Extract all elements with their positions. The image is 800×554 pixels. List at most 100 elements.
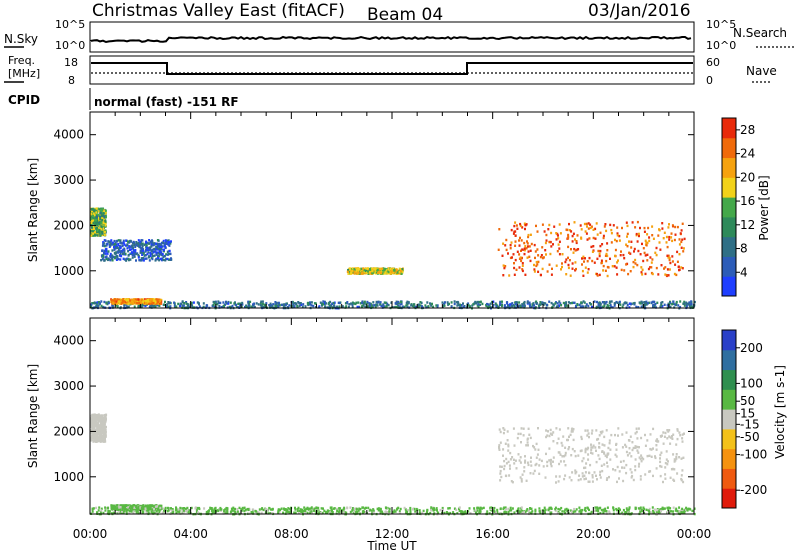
- echo-cell-0: [418, 509, 421, 512]
- echo-cell-0: [639, 302, 642, 305]
- echo-cell-5: [583, 222, 586, 226]
- echo-cell-3: [137, 239, 140, 242]
- echo-cell-0: [685, 301, 688, 304]
- echo-cell-5: [650, 261, 653, 264]
- echo-cell-3: [578, 474, 581, 477]
- echo-cell-5: [661, 227, 664, 230]
- echo-cell-0: [271, 507, 274, 511]
- echo-cell-5: [502, 264, 505, 267]
- echo-cell-0: [637, 507, 640, 510]
- echo-cell-5: [621, 226, 623, 230]
- echo-cell-5: [675, 273, 678, 277]
- echo-cell-0: [594, 506, 597, 509]
- echo-cell-0: [138, 306, 141, 309]
- echo-cell-2: [90, 417, 93, 421]
- echo-cell-3: [639, 457, 642, 461]
- echo-cell-3: [149, 254, 152, 258]
- echo-cell-3: [571, 430, 574, 433]
- echo-cell-0: [433, 512, 436, 515]
- echo-cell-0: [376, 304, 379, 307]
- echo-cell-2: [103, 418, 106, 422]
- echo-cell-0: [593, 300, 596, 303]
- echo-cell-5: [626, 245, 629, 248]
- echo-cell-5: [647, 226, 650, 230]
- echo-cell-3: [108, 245, 111, 248]
- echo-cell-5: [516, 227, 519, 230]
- echo-cell-5: [548, 223, 551, 227]
- date-label: 03/Jan/2016: [588, 1, 691, 21]
- echo-cell-0: [363, 302, 366, 305]
- echo-cell-5: [512, 232, 515, 235]
- echo-cell-0: [255, 302, 258, 305]
- echo-cell-0: [240, 509, 243, 512]
- echo-cell-1: [123, 298, 126, 301]
- echo-cell-0: [225, 302, 228, 305]
- echo-cell-0: [392, 510, 395, 513]
- echo-cell-0: [163, 510, 165, 513]
- echo-cell-5: [625, 263, 628, 266]
- echo-cell-0: [303, 508, 306, 512]
- echo-cell-0: [585, 303, 588, 306]
- echo-cell-5: [605, 252, 608, 256]
- echo-cell-3: [151, 257, 154, 261]
- echo-cell-2: [104, 214, 107, 217]
- echo-cell-0: [614, 302, 616, 305]
- echo-cell-5: [524, 245, 527, 248]
- power-x-axis: [89, 112, 695, 308]
- echo-cell-0: [670, 510, 672, 513]
- echo-cell-3: [164, 245, 167, 248]
- velocity-echo-cells: [90, 413, 696, 516]
- echo-cell-0: [565, 301, 568, 304]
- echo-cell-5: [599, 231, 602, 234]
- echo-cell-2: [102, 226, 105, 230]
- echo-cell-5: [571, 267, 574, 270]
- echo-cell-5: [646, 241, 649, 245]
- echo-cell-5: [523, 222, 526, 225]
- echo-cell-3: [118, 250, 121, 253]
- echo-cell-5: [544, 249, 547, 252]
- echo-cell-0: [419, 301, 422, 304]
- echo-cell-5: [670, 232, 673, 235]
- echo-cell-0: [603, 304, 606, 308]
- echo-cell-5: [504, 244, 507, 247]
- echo-cell-0: [188, 509, 191, 512]
- echo-cell-0: [529, 507, 531, 510]
- echo-cell-2: [95, 421, 98, 424]
- echo-cell-0: [503, 305, 506, 308]
- echo-cell-5: [602, 234, 605, 238]
- echo-cell-0: [318, 511, 321, 514]
- echo-cell-3: [161, 245, 164, 248]
- echo-cell-0: [162, 507, 165, 510]
- echo-cell-1: [151, 504, 154, 507]
- echo-cell-1: [160, 302, 163, 305]
- colorbar-label-0-4: 12: [740, 218, 755, 232]
- echo-cell-3: [103, 249, 106, 253]
- echo-cell-0: [413, 507, 416, 511]
- echo-cell-0: [435, 304, 438, 307]
- echo-cell-0: [567, 301, 570, 304]
- echo-cell-0: [198, 305, 201, 308]
- echo-cell-5: [596, 274, 599, 277]
- freq-label-2: [MHz]: [8, 67, 40, 80]
- echo-cell-0: [602, 305, 605, 308]
- echo-cell-3: [121, 244, 124, 248]
- echo-cell-3: [535, 462, 538, 466]
- echo-cell-2: [92, 419, 94, 422]
- echo-cell-0: [517, 508, 520, 511]
- echo-cell-0: [607, 305, 610, 308]
- echo-cell-5: [574, 261, 577, 264]
- echo-cell-5: [673, 238, 676, 242]
- echo-cell-0: [166, 305, 168, 309]
- echo-cell-0: [583, 301, 586, 304]
- echo-cell-0: [538, 507, 541, 510]
- echo-cell-5: [634, 262, 637, 265]
- echo-cell-2: [91, 414, 94, 417]
- echo-cell-2: [102, 431, 105, 435]
- echo-cell-3: [662, 480, 664, 484]
- echo-cell-3: [129, 258, 132, 261]
- echo-cell-0: [584, 509, 587, 513]
- echo-cell-0: [108, 510, 110, 513]
- echo-cell-3: [157, 254, 159, 257]
- echo-cell-0: [469, 512, 472, 515]
- echo-cell-0: [394, 305, 397, 309]
